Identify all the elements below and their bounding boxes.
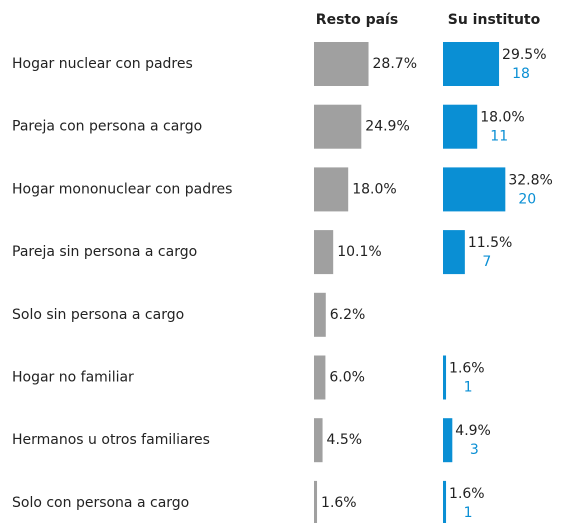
value-label: 4.9% [455,423,491,439]
count-label: 3 [470,442,479,458]
series-header: Su instituto [448,12,541,28]
category-label: Hogar mononuclear con padres [12,181,232,197]
value-label: 6.0% [329,370,365,386]
bar [443,418,453,463]
category-label: Pareja sin persona a cargo [12,244,197,260]
count-label: 1 [464,380,473,396]
count-label: 18 [512,66,530,82]
category-label: Solo con persona a cargo [12,495,189,511]
count-label: 11 [490,129,508,145]
value-label: 10.1% [337,244,381,260]
value-label: 18.0% [480,110,524,126]
value-label: 1.6% [449,361,485,377]
value-label: 6.2% [330,307,366,323]
value-label: 11.5% [468,235,512,251]
value-label: 29.5% [502,47,546,63]
count-label: 7 [482,254,491,270]
bar [443,104,478,149]
bar [314,42,369,86]
bar [443,230,465,275]
value-label: 1.6% [449,486,485,502]
value-label: 18.0% [352,181,396,197]
bar [443,355,447,400]
bar [314,230,334,275]
value-label: 28.7% [373,56,417,72]
category-label: Hogar nuclear con padres [12,56,193,72]
bar [443,167,506,212]
value-label: 32.8% [508,172,552,188]
category-label: Hogar no familiar [12,370,134,386]
bar [443,480,447,523]
bar [314,480,318,523]
value-label: 24.9% [365,119,409,135]
value-label: 4.5% [327,432,363,448]
bar [314,167,349,212]
series-header: Resto país [316,12,398,28]
category-label: Pareja con persona a cargo [12,119,202,135]
bar [443,42,500,86]
bar [314,104,362,149]
category-label: Hermanos u otros familiares [12,432,210,448]
bar [314,292,326,337]
category-label: Solo sin persona a cargo [12,307,184,323]
bar [314,355,326,400]
count-label: 20 [518,191,536,207]
bar [314,418,323,463]
count-label: 1 [464,505,473,521]
value-label: 1.6% [321,495,357,511]
